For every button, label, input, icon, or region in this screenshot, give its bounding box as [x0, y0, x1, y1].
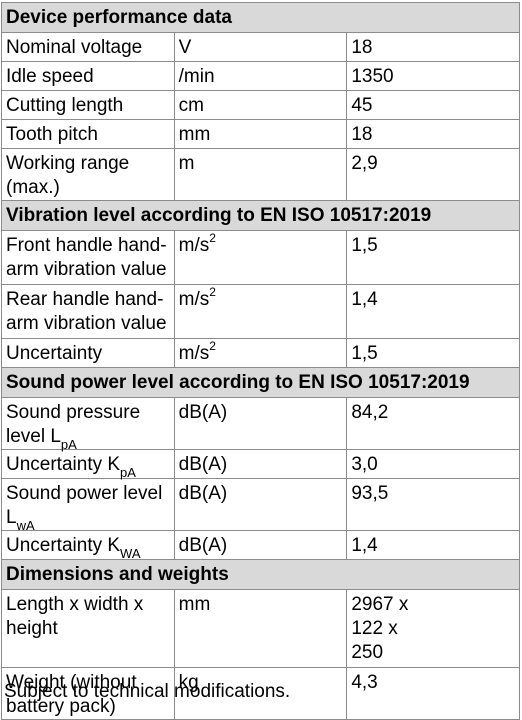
row-label: Front handle hand-arm vibration value	[1, 230, 175, 285]
label-subscript: pA	[60, 436, 77, 452]
section-header-dimensions: Dimensions and weights	[1, 559, 520, 590]
row-label: Cutting length	[1, 90, 175, 120]
label-base: Sound pressure level L	[6, 402, 141, 447]
row-unit: m/s2	[173, 284, 348, 339]
row-value: 3,0	[346, 449, 520, 479]
row-value: 1,4	[346, 284, 520, 339]
row-label: Sound power level LwA	[1, 478, 175, 533]
section-title: Device performance data	[1, 2, 520, 33]
row-unit: m	[173, 148, 348, 201]
table-row-tooth-pitch: Tooth pitch mm 18	[1, 119, 520, 149]
unit-superscript: 2	[209, 284, 216, 299]
row-value: 1350	[346, 61, 520, 91]
section-title: Dimensions and weights	[1, 559, 520, 590]
table-row-rear-handle: Rear handle hand-arm vibration value m/s…	[1, 284, 520, 339]
unit-base: m/s	[178, 289, 210, 310]
row-unit: dB(A)	[173, 449, 348, 479]
table-row-sound-pressure: Sound pressure level LpA dB(A) 84,2	[1, 397, 520, 452]
table-row-idle-speed: Idle speed /min 1350	[1, 61, 520, 91]
table-row-uncertainty-vibration: Uncertainty m/s2 1,5	[1, 338, 520, 368]
row-unit: mm	[173, 119, 348, 149]
row-label: Uncertainty KpA	[1, 449, 175, 480]
section-header-sound: Sound power level according to EN ISO 10…	[1, 367, 520, 398]
table-row-uncertainty-kpa: Uncertainty KpA dB(A) 3,0	[1, 449, 520, 480]
unit-superscript: 2	[209, 338, 216, 353]
table-row-nominal-voltage: Nominal voltage V 18	[1, 32, 520, 62]
value-line: 2967 x	[351, 594, 409, 615]
row-unit: dB(A)	[173, 397, 348, 450]
unit-base: m/s	[178, 235, 210, 256]
row-value: 2967 x 122 x 250	[346, 589, 520, 668]
label-subscript: wA	[16, 517, 35, 533]
table-row-dimensions: Length x width x height mm 2967 x 122 x 25…	[1, 589, 520, 668]
row-value: 18	[346, 32, 520, 62]
row-label: Uncertainty KWA	[1, 530, 175, 561]
label-subscript: WA	[120, 545, 141, 561]
table-row-uncertainty-kwa: Uncertainty KWA dB(A) 1,4	[1, 530, 520, 561]
table-row-cutting-length: Cutting length cm 45	[1, 90, 520, 120]
footnote: Subject to technical modifications.	[4, 681, 291, 702]
unit-superscript: 2	[209, 230, 216, 245]
row-value: 1,5	[346, 338, 520, 368]
section-title: Vibration level according to EN ISO 1051…	[1, 200, 520, 231]
row-value: 93,5	[346, 478, 520, 531]
value-line: 250	[351, 642, 384, 663]
table-row-working-range: Working range (max.) m 2,9	[1, 148, 520, 201]
row-unit: cm	[173, 90, 348, 120]
row-unit: m/s2	[173, 338, 348, 368]
row-label: Nominal voltage	[1, 32, 175, 62]
row-label: Idle speed	[1, 61, 175, 91]
row-value: 1,4	[346, 530, 520, 560]
label-base: Uncertainty K	[6, 535, 121, 556]
label-subscript: pA	[120, 464, 136, 480]
section-header-performance: Device performance data	[1, 2, 520, 33]
label-base: Sound power level L	[6, 483, 163, 528]
row-unit: mm	[173, 589, 348, 668]
row-value: 18	[346, 119, 520, 149]
row-value: 84,2	[346, 397, 520, 450]
section-header-vibration: Vibration level according to EN ISO 1051…	[1, 200, 520, 231]
row-label: Working range (max.)	[1, 148, 175, 201]
row-unit: m/s2	[173, 230, 348, 285]
row-unit: dB(A)	[173, 478, 348, 531]
label-base: Uncertainty K	[6, 454, 121, 475]
row-label: Sound pressure level LpA	[1, 397, 175, 452]
unit-base: m/s	[178, 343, 210, 364]
row-label: Uncertainty	[1, 338, 175, 368]
row-label: Length x width x height	[1, 589, 175, 668]
value-line: 122 x	[351, 618, 398, 639]
section-title: Sound power level according to EN ISO 10…	[1, 367, 520, 398]
row-unit: dB(A)	[173, 530, 348, 560]
row-value: 4,3	[346, 667, 520, 720]
table-row-front-handle: Front handle hand-arm vibration value m/…	[1, 230, 520, 285]
row-value: 1,5	[346, 230, 520, 285]
row-label: Rear handle hand-arm vibration value	[1, 284, 175, 339]
row-value: 2,9	[346, 148, 520, 201]
row-unit: V	[173, 32, 348, 62]
row-value: 45	[346, 90, 520, 120]
table-row-sound-power: Sound power level LwA dB(A) 93,5	[1, 478, 520, 533]
row-unit: /min	[173, 61, 348, 91]
row-label: Tooth pitch	[1, 119, 175, 149]
